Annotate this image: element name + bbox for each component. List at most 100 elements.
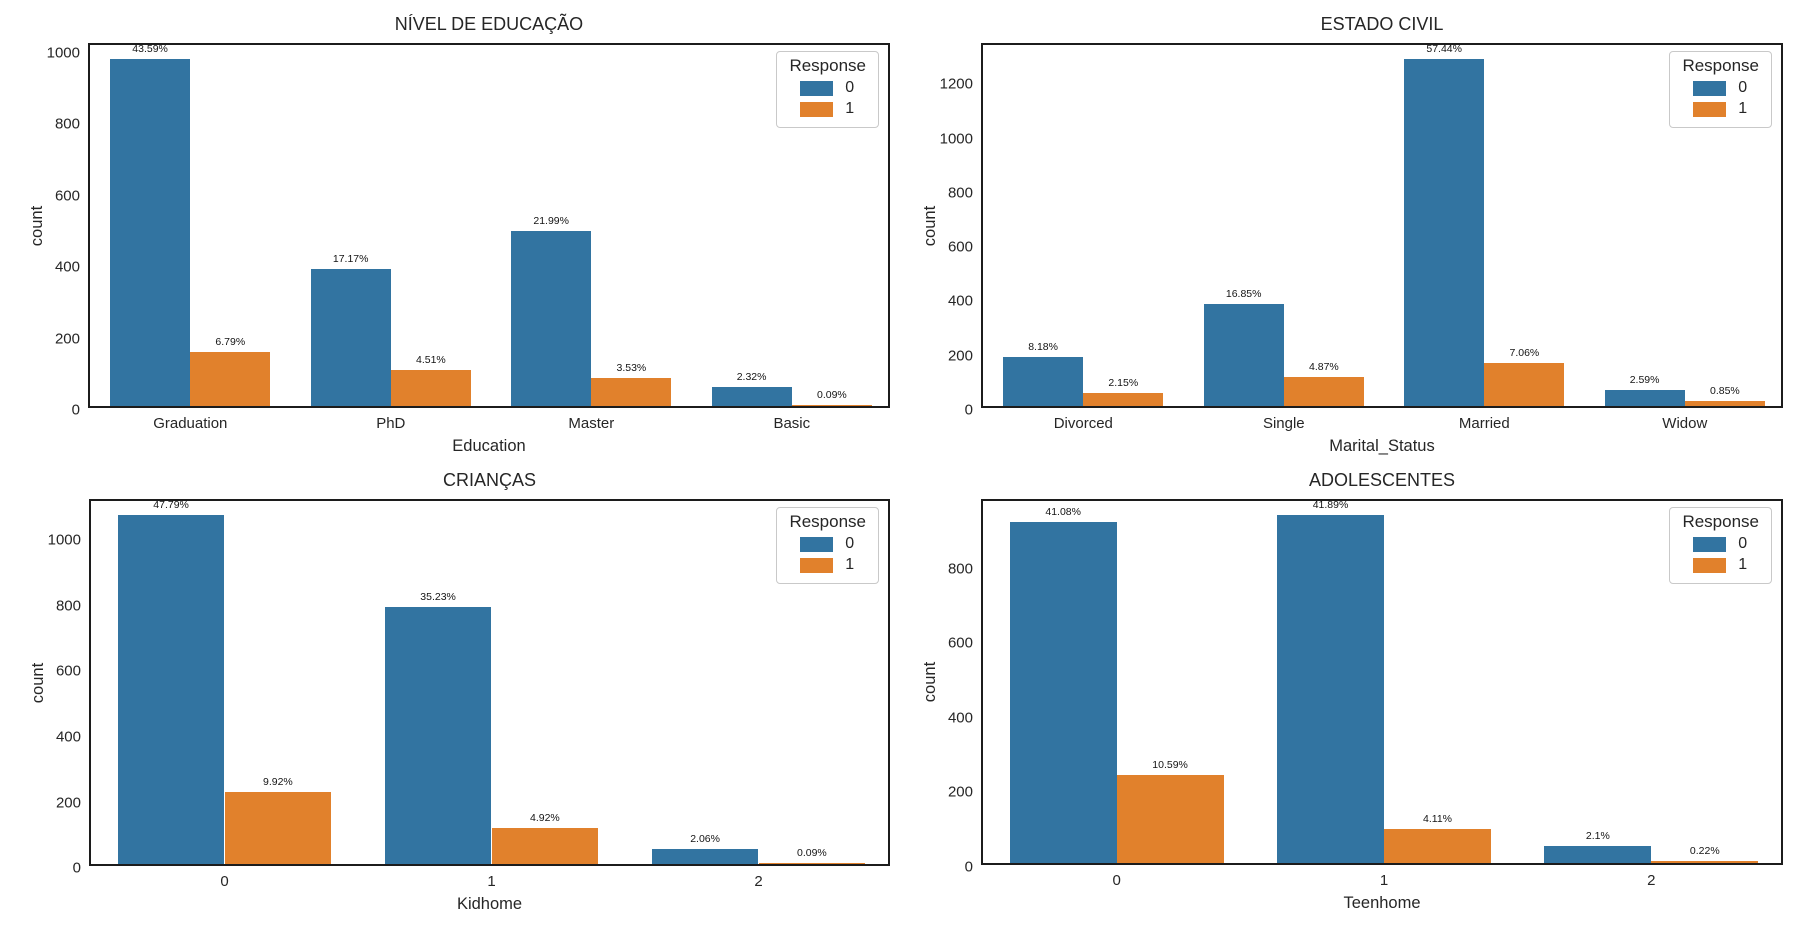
bar-percent-label: 2.1% <box>1585 829 1610 842</box>
bar-response-1 <box>1083 393 1164 406</box>
y-tick-label: 1000 <box>47 531 81 549</box>
bar-percent-label: 2.59% <box>1629 374 1660 387</box>
bar-response-1 <box>1484 363 1565 406</box>
y-tick-label: 800 <box>55 597 81 615</box>
y-tick-label: 800 <box>947 184 973 202</box>
y-tick-label: 0 <box>964 401 973 419</box>
bar-response-1 <box>491 828 599 864</box>
bar-response-0 <box>310 269 391 406</box>
bar-percent-label: 35.23% <box>420 591 456 604</box>
subplot-estado-civil: ESTADO CIVIL count 0 200 400 600 800 1000 1200 Di… <box>921 14 1783 455</box>
legend-title: Response <box>1682 56 1759 75</box>
bar-percent-label: 2.15% <box>1108 377 1139 389</box>
bar-percent-label: 9.92% <box>263 775 293 788</box>
legend-title: Response <box>789 56 866 75</box>
bar-percent-label: 17.17% <box>332 253 369 266</box>
bar-response-1 <box>1116 775 1224 863</box>
y-tick-label: 200 <box>54 330 80 347</box>
bar-response-0 <box>711 387 792 406</box>
y-tick-label: 800 <box>54 115 80 133</box>
bar-response-1 <box>190 352 271 406</box>
bar-percent-label: 4.11% <box>1423 813 1452 825</box>
chart-title: ADOLESCENTES <box>1308 470 1456 490</box>
legend-swatch-response-0 <box>800 80 834 96</box>
y-axis-label: count <box>921 205 939 246</box>
y-tick-label: 200 <box>947 347 973 365</box>
bar-percent-label: 4.92% <box>530 812 560 824</box>
bar-response-0 <box>117 515 225 864</box>
legend-swatch-response-0 <box>1693 536 1727 552</box>
bar-percent-label: 7.06% <box>1509 347 1540 360</box>
legend: Response 0 1 <box>1669 51 1772 128</box>
legend-item-label: 0 <box>845 79 855 96</box>
x-axis-label: Education <box>452 437 526 455</box>
y-tick-label: 400 <box>947 709 973 727</box>
bar-response-0 <box>1604 390 1685 406</box>
x-tick-label: 1 <box>487 873 496 890</box>
bar-percent-label: 2.32% <box>736 371 767 384</box>
x-tick-label: Master <box>568 415 615 432</box>
x-tick-label: 2 <box>754 873 763 890</box>
bar-response-0 <box>110 59 191 406</box>
legend: Response 0 1 <box>776 51 879 128</box>
legend-item-label: 0 <box>1738 79 1748 96</box>
legend-swatch-response-0 <box>1693 80 1727 96</box>
bar-response-0 <box>1203 304 1284 406</box>
bar-response-1 <box>791 405 872 406</box>
subplot-criancas: CRIANÇAS count 0 200 400 600 800 1000 0 1 2 47.79% 3… <box>29 470 890 913</box>
legend-title: Response <box>1682 512 1759 531</box>
x-tick-label: Widow <box>1662 415 1708 432</box>
legend-item: 1 <box>800 556 855 574</box>
y-tick-label: 1200 <box>939 75 973 93</box>
bar-percent-label: 43.59% <box>132 43 168 56</box>
x-tick-label: Single <box>1262 415 1305 432</box>
bar-response-0 <box>1544 845 1652 863</box>
x-tick-label: Married <box>1458 415 1510 432</box>
y-axis-label: count <box>28 205 46 246</box>
bar-percent-label: 3.53% <box>616 361 647 374</box>
subplot-adolescentes: ADOLESCENTES count 0 200 400 600 800 0 1 2 41.08% 4… <box>921 470 1783 912</box>
legend-item-label: 0 <box>1738 535 1748 552</box>
bar-response-1 <box>1651 861 1759 863</box>
bar-response-1 <box>1384 829 1491 863</box>
bar-percent-label: 0.85% <box>1710 384 1740 397</box>
x-tick-label: Divorced <box>1053 415 1113 432</box>
bar-response-1 <box>1283 376 1364 406</box>
x-tick-label: 0 <box>1112 872 1121 889</box>
y-tick-label: 200 <box>947 783 973 801</box>
x-tick-label: Basic <box>773 415 811 432</box>
y-axis-label: count <box>921 661 939 703</box>
bar-percent-label: 6.79% <box>215 336 246 348</box>
y-tick-label: 1000 <box>46 44 80 61</box>
legend-item: 0 <box>1693 79 1748 97</box>
bar-percent-label: 57.44% <box>1426 43 1462 56</box>
bar-percent-label: 0.09% <box>797 847 827 859</box>
legend-item: 0 <box>1693 535 1748 553</box>
legend-item-label: 0 <box>845 535 855 552</box>
legend-swatch-response-1 <box>800 101 834 117</box>
bar-percent-label: 2.06% <box>690 832 720 845</box>
bar-response-1 <box>224 791 332 864</box>
bar-response-0 <box>1277 515 1384 863</box>
bar-response-0 <box>1404 59 1485 406</box>
x-axis-label: Kidhome <box>456 895 523 913</box>
bar-percent-label: 0.09% <box>817 389 847 401</box>
y-tick-label: 400 <box>55 728 81 746</box>
legend: Response 0 1 <box>1669 507 1772 584</box>
legend-swatch-response-1 <box>1693 101 1727 117</box>
y-tick-label: 600 <box>947 238 973 256</box>
bar-response-0 <box>1003 356 1084 406</box>
bar-response-0 <box>1009 522 1117 863</box>
x-axis-label: Teenhome <box>1343 894 1421 912</box>
bar-response-1 <box>390 370 471 406</box>
subplot-nivel-de-educacao: NÍVEL DE EDUCAÇÃO count 0 200 400 600 800 1000 G… <box>28 14 890 455</box>
bar-response-1 <box>1684 400 1765 406</box>
legend-swatch-response-1 <box>1693 557 1727 573</box>
chart-title: CRIANÇAS <box>442 470 536 490</box>
chart-title: ESTADO CIVIL <box>1320 14 1444 34</box>
x-tick-label: Graduation <box>153 415 228 432</box>
bar-percent-label: 41.89% <box>1312 499 1349 512</box>
y-tick-label: 600 <box>947 634 973 652</box>
x-tick-label: 1 <box>1379 872 1389 889</box>
y-tick-label: 0 <box>72 859 81 877</box>
